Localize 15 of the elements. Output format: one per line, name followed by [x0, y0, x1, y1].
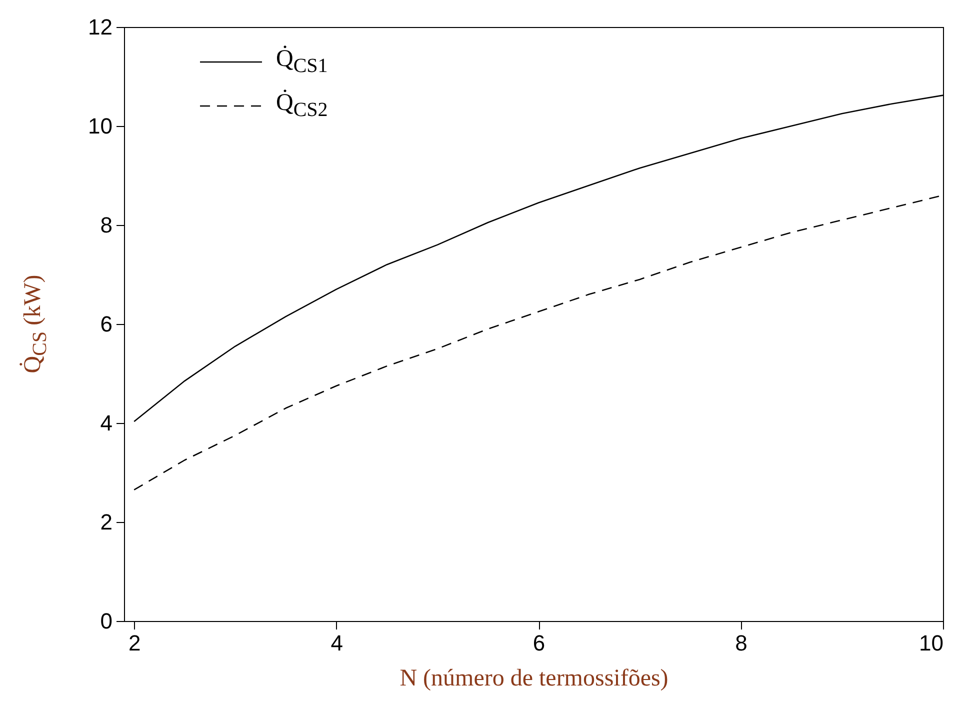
x-tick-label: 10: [919, 630, 944, 656]
y-tick-label: 4: [100, 410, 112, 436]
y-tick-label: 0: [100, 608, 112, 634]
legend-label: Q̇$_{CS2}$: [276, 90, 328, 122]
legend-label: Q̇$_{CS1}$: [276, 46, 328, 78]
x-tick-label: 8: [735, 630, 748, 656]
y-tick-label: 8: [100, 212, 112, 238]
x-axis-title: N (número de termossifões): [400, 666, 668, 692]
x-tick-label: 4: [330, 630, 343, 656]
x-tick-label: 6: [532, 630, 546, 656]
y-tick-label: 12: [88, 14, 112, 40]
x-tick-label: 2: [128, 630, 141, 656]
y-tick-label: 6: [100, 312, 112, 336]
y-tick-label: 10: [88, 114, 112, 138]
y-tick-label: 2: [100, 510, 112, 534]
